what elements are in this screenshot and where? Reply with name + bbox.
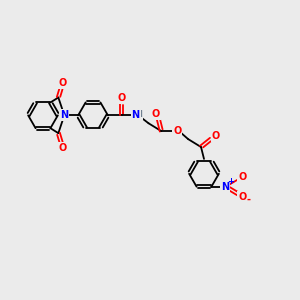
Text: O: O <box>173 126 182 136</box>
Text: O: O <box>118 94 126 103</box>
Text: H: H <box>135 110 142 119</box>
Text: O: O <box>151 109 160 119</box>
Text: O: O <box>58 143 66 153</box>
Text: -: - <box>246 194 250 205</box>
Text: O: O <box>58 78 66 88</box>
Text: O: O <box>238 172 246 182</box>
Text: O: O <box>238 192 246 202</box>
Text: N: N <box>221 182 230 192</box>
Text: +: + <box>227 177 234 186</box>
Text: N: N <box>132 110 140 120</box>
Text: N: N <box>60 110 68 120</box>
Text: O: O <box>212 131 220 141</box>
